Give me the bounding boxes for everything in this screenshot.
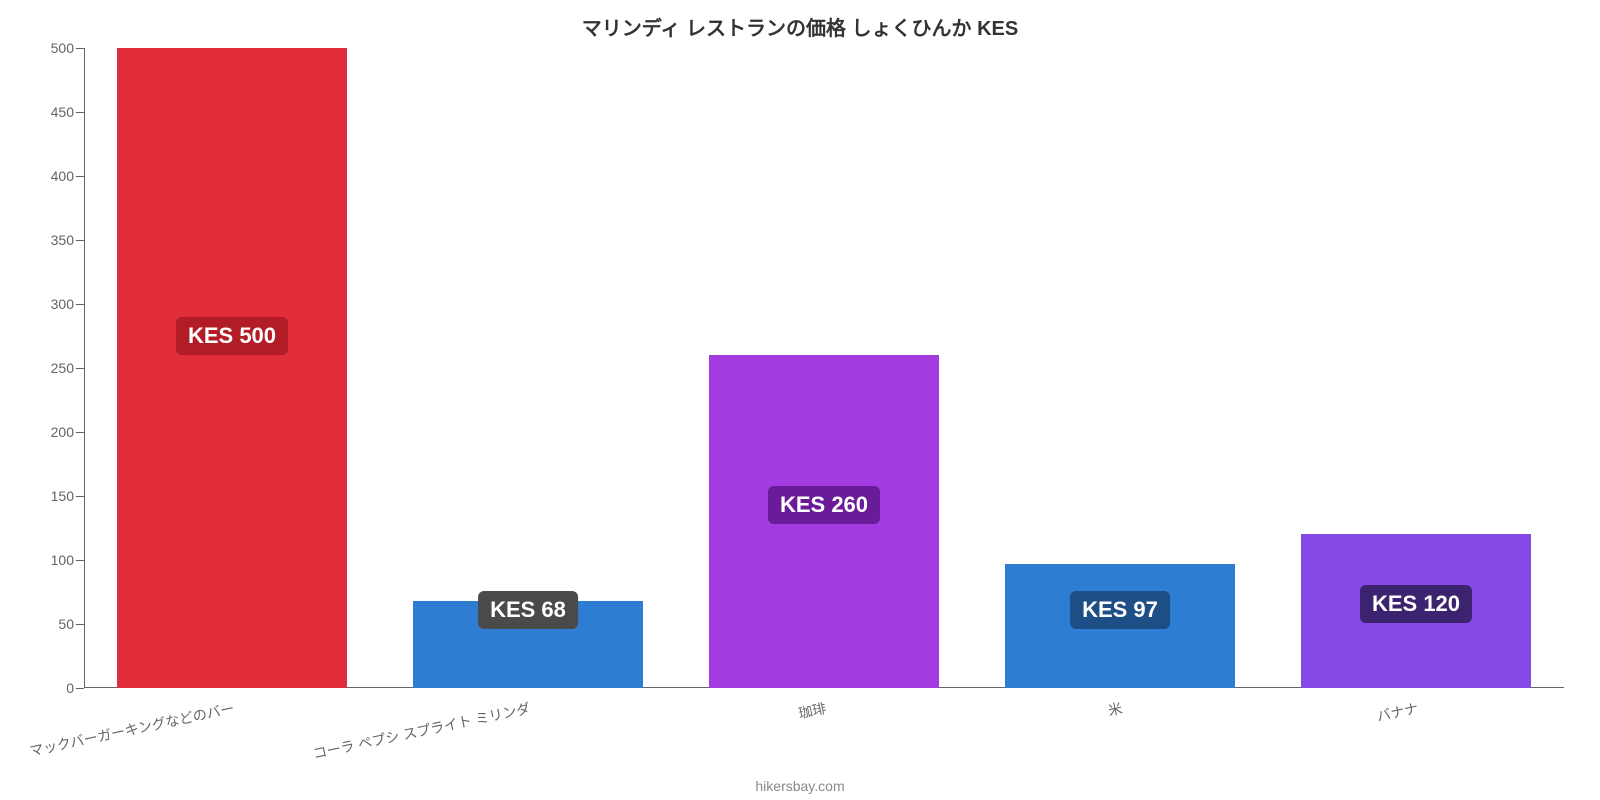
y-tick-label: 300 <box>24 296 74 312</box>
y-tick <box>76 560 84 561</box>
bar-value-label: KES 260 <box>768 486 880 524</box>
bar-value-label: KES 68 <box>478 591 578 629</box>
bar-value-label: KES 97 <box>1070 591 1170 629</box>
y-tick <box>76 496 84 497</box>
y-tick-label: 250 <box>24 360 74 376</box>
x-tick-label: 米 <box>1106 698 1124 720</box>
x-tick-label: 珈琲 <box>797 698 829 723</box>
y-tick-label: 500 <box>24 40 74 56</box>
bar-value-label: KES 120 <box>1360 585 1472 623</box>
y-tick-label: 100 <box>24 552 74 568</box>
y-tick <box>76 368 84 369</box>
chart-credit: hikersbay.com <box>0 778 1600 794</box>
y-tick-label: 400 <box>24 168 74 184</box>
y-tick-label: 0 <box>24 680 74 696</box>
y-tick <box>76 688 84 689</box>
y-tick <box>76 240 84 241</box>
y-tick-label: 150 <box>24 488 74 504</box>
y-tick <box>76 112 84 113</box>
y-tick-label: 200 <box>24 424 74 440</box>
x-tick-label: バナナ <box>1375 698 1420 726</box>
y-tick-label: 50 <box>24 616 74 632</box>
chart-title: マリンディ レストランの価格 しょくひんか KES <box>0 12 1600 41</box>
y-tick <box>76 624 84 625</box>
x-tick-label: マックバーガーキングなどのバー <box>28 698 236 761</box>
x-tick-label: コーラ ペプシ スプライト ミリンダ <box>311 698 532 764</box>
y-tick <box>76 304 84 305</box>
y-tick-label: 350 <box>24 232 74 248</box>
bar-value-label: KES 500 <box>176 317 288 355</box>
y-axis <box>84 48 85 688</box>
bar <box>117 48 348 688</box>
y-tick-label: 450 <box>24 104 74 120</box>
y-tick <box>76 48 84 49</box>
price-bar-chart: マリンディ レストランの価格 しょくひんか KES 05010015020025… <box>0 0 1600 800</box>
plot-area: 050100150200250300350400450500KES 500マック… <box>84 48 1564 688</box>
y-tick <box>76 432 84 433</box>
y-tick <box>76 176 84 177</box>
